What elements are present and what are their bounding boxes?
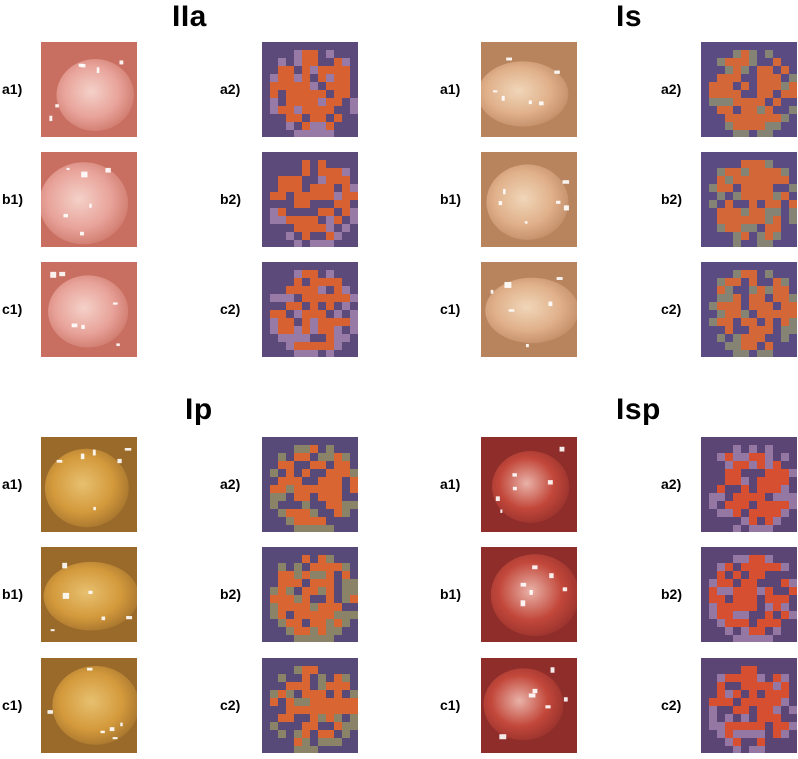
group-title: Ip [185, 393, 213, 426]
panel-label: c2) [220, 697, 241, 713]
panel-label: b2) [661, 586, 682, 602]
panel-label: b2) [220, 191, 241, 207]
group-title: Isp [616, 393, 661, 426]
panel-label: b1) [2, 191, 23, 207]
panel-label: a2) [661, 476, 682, 492]
endoscopy-image [41, 262, 137, 357]
endoscopy-image [41, 547, 137, 642]
heatmap-image [701, 152, 797, 247]
group-title: IIa [172, 0, 207, 33]
panel-label: c2) [661, 697, 682, 713]
panel-label: c1) [2, 697, 23, 713]
group-Isp: Isp a1) a2) b1) b2) c1) c2) [399, 379, 798, 759]
group-title: Is [616, 0, 643, 33]
panel-label: a2) [220, 81, 241, 97]
panel-label: c2) [220, 301, 241, 317]
panel-label: a2) [661, 81, 682, 97]
endoscopy-image [481, 547, 577, 642]
panel-label: b2) [661, 191, 682, 207]
panel-label: c1) [2, 301, 23, 317]
endoscopy-image [481, 152, 577, 247]
panel-label: a1) [2, 81, 23, 97]
heatmap-image [262, 547, 358, 642]
endoscopy-image [41, 152, 137, 247]
heatmap-image [262, 262, 358, 357]
heatmap-image [262, 437, 358, 532]
group-Is: Is a1) a2) b1) b2) c1) c2) [399, 0, 798, 380]
panel-label: c2) [661, 301, 682, 317]
heatmap-image [701, 437, 797, 532]
panel-label: a1) [2, 476, 23, 492]
endoscopy-image [41, 42, 137, 137]
panel-label: b1) [440, 586, 461, 602]
endoscopy-image [481, 437, 577, 532]
panel-label: c1) [440, 301, 461, 317]
endoscopy-image [481, 658, 577, 753]
panel-label: a1) [440, 81, 461, 97]
heatmap-image [701, 658, 797, 753]
heatmap-image [701, 42, 797, 137]
group-IIa: IIa a1) a2) b1) b2) c1) c2) [0, 0, 399, 380]
panel-label: a1) [440, 476, 461, 492]
heatmap-image [262, 42, 358, 137]
heatmap-image [262, 658, 358, 753]
panel-label: c1) [440, 697, 461, 713]
heatmap-image [701, 547, 797, 642]
heatmap-image [262, 152, 358, 247]
endoscopy-image [41, 658, 137, 753]
panel-label: b1) [440, 191, 461, 207]
panel-label: b1) [2, 586, 23, 602]
endoscopy-image [481, 42, 577, 137]
panel-label: b2) [220, 586, 241, 602]
heatmap-image [701, 262, 797, 357]
group-Ip: Ip a1) a2) b1) b2) c1) c2) [0, 379, 399, 759]
endoscopy-image [41, 437, 137, 532]
panel-label: a2) [220, 476, 241, 492]
endoscopy-image [481, 262, 577, 357]
